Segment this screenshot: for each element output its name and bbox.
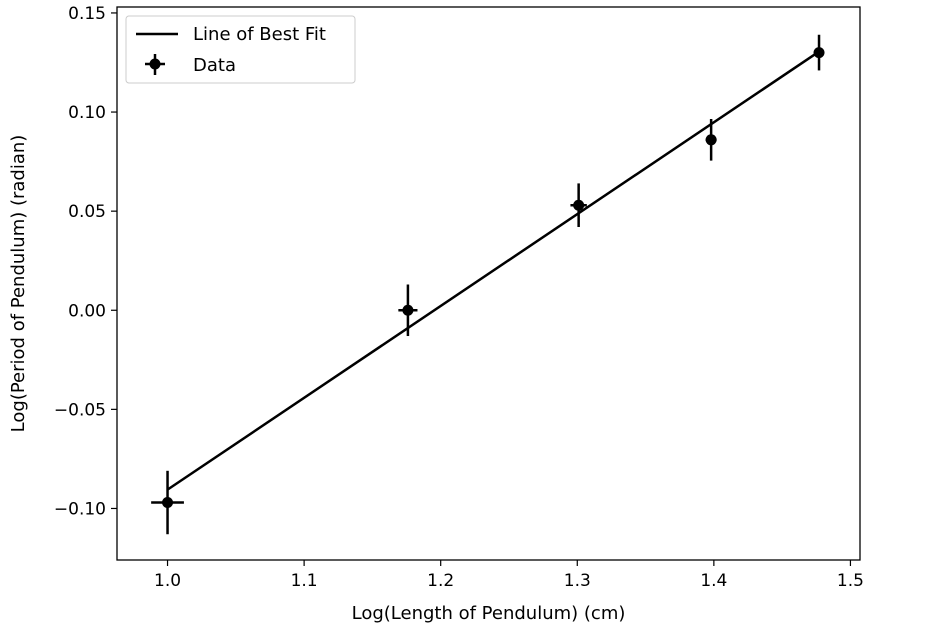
axes-frame <box>116 6 861 561</box>
y-tick-label: −0.05 <box>54 400 106 420</box>
data-point <box>813 34 825 71</box>
legend-label-data: Data <box>193 55 236 76</box>
x-axis: 1.0 1.1 1.2 1.3 1.4 1.5 <box>154 560 864 591</box>
data-marker <box>813 47 825 59</box>
data-marker <box>705 134 717 146</box>
y-tick-label: 0.15 <box>68 4 106 24</box>
y-tick-label: 0.10 <box>68 103 106 123</box>
x-tick-label: 1.4 <box>700 571 727 591</box>
plot-area <box>116 6 861 561</box>
legend-box <box>125 15 356 84</box>
y-tick-label: 0.05 <box>68 202 106 222</box>
y-tick-label: 0.00 <box>68 301 106 321</box>
legend-label-fit: Line of Best Fit <box>193 24 326 45</box>
data-point <box>398 284 418 337</box>
x-tick-label: 1.5 <box>837 571 864 591</box>
legend: Line of Best Fit Data <box>125 15 356 84</box>
data-marker <box>402 304 414 316</box>
x-tick-label: 1.0 <box>154 571 181 591</box>
y-axis: −0.10 −0.05 0.00 0.05 0.10 0.15 <box>54 4 117 519</box>
legend-marker-dot <box>149 58 161 70</box>
data-point <box>151 470 184 535</box>
y-axis-label: Log(Period of Pendulum) (radian) <box>8 135 29 433</box>
x-tick-label: 1.2 <box>427 571 454 591</box>
data-marker <box>162 497 174 509</box>
data-marker <box>573 199 585 211</box>
y-tick-label: −0.10 <box>54 499 106 519</box>
data-point <box>570 183 587 228</box>
x-axis-label: Log(Length of Pendulum) (cm) <box>352 603 626 624</box>
legend-marker-sample <box>145 54 165 75</box>
series-layer <box>151 34 825 535</box>
x-tick-label: 1.1 <box>291 571 318 591</box>
data-point <box>705 118 717 161</box>
x-tick-label: 1.3 <box>564 571 591 591</box>
